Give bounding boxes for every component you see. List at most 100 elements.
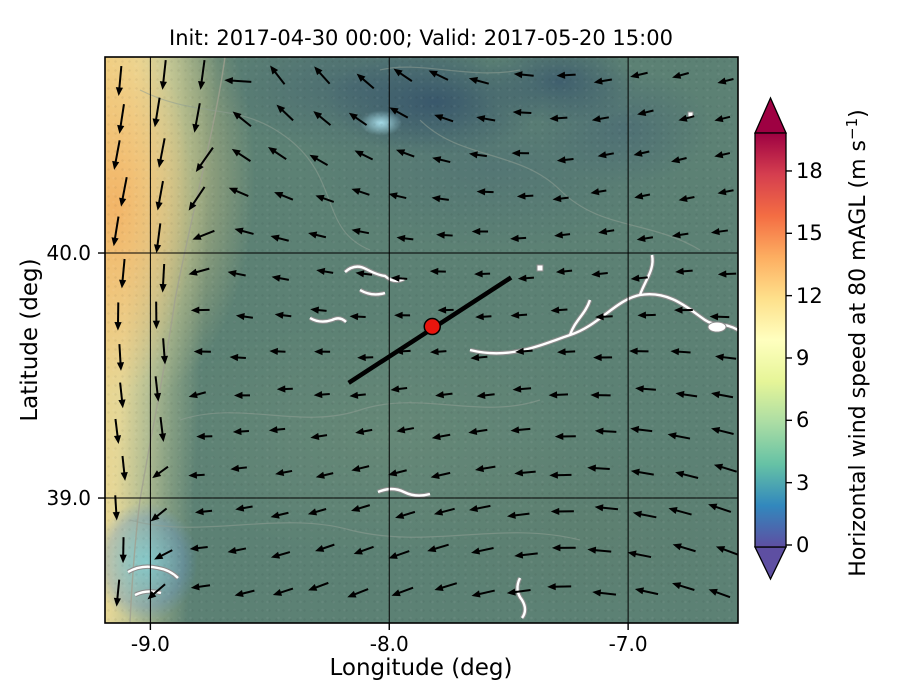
wind-arrow (235, 313, 254, 321)
wind-arrow (390, 385, 408, 393)
wind-arrow (550, 507, 574, 516)
wind-arrow (512, 385, 532, 393)
colorbar-label-superscript: −1 (842, 117, 861, 140)
wind-arrow (152, 97, 161, 128)
wind-arrow (119, 537, 127, 564)
wind-arrow (514, 551, 538, 559)
wind-arrow (431, 433, 451, 441)
wind-arrow (230, 464, 247, 472)
wind-arrow (393, 68, 413, 82)
wind-arrow (476, 188, 494, 196)
wind-arrow (471, 546, 494, 555)
plot-frame (104, 56, 739, 624)
wind-arrow (511, 149, 530, 157)
wind-arrow (476, 391, 495, 399)
colorbar-label-close: ) (846, 109, 872, 118)
wind-arrow (195, 147, 214, 172)
wind-arrow (675, 390, 698, 399)
wind-arrow (598, 227, 615, 235)
wind-arrow (434, 582, 458, 591)
wind-arrow (112, 140, 121, 170)
river (516, 577, 527, 619)
wind-arrow (116, 344, 125, 371)
wind-arrow (714, 151, 731, 159)
y-tick-label: 39.0 (46, 486, 91, 511)
wind-arrow (634, 587, 659, 596)
wind-arrow (356, 73, 375, 90)
wind-arrow (355, 427, 373, 435)
wind-arrow (234, 589, 255, 598)
wind-arrow (637, 311, 656, 319)
wind-arrow (471, 589, 495, 598)
wind-arrow (315, 543, 335, 552)
wind-arrow (198, 60, 206, 90)
wind-arrow (468, 151, 488, 159)
wind-arrow (428, 70, 449, 81)
wind-arrow (270, 511, 289, 519)
river (127, 565, 179, 579)
wind-arrow (313, 111, 332, 126)
wind-arrow (633, 149, 650, 157)
wind-arrow (556, 71, 576, 79)
wind-arrow (395, 510, 416, 519)
colorbar-tick-label: 0 (796, 533, 810, 557)
x-tick-label: -7.0 (608, 632, 648, 656)
wind-arrow (152, 301, 160, 330)
wind-arrow (229, 353, 246, 362)
wind-arrow (714, 115, 731, 123)
wind-arrow (549, 114, 568, 122)
wind-arrow (711, 391, 734, 399)
colorbar-tick-label: 18 (796, 158, 823, 183)
wind-arrow (429, 267, 446, 276)
small-water-patches (536, 111, 727, 333)
wind-arrow (154, 549, 173, 560)
wind-arrow (513, 71, 534, 79)
colorbar-tick-label: 9 (796, 345, 810, 370)
wind-arrow (435, 391, 453, 399)
wind-arrow (709, 313, 730, 321)
wind-arrow (510, 311, 528, 319)
wind-arrow (268, 426, 286, 434)
wind-arrow (307, 508, 327, 516)
river (638, 254, 654, 296)
wind-arrow (555, 267, 573, 275)
wind-arrow (708, 588, 731, 599)
site-marker (423, 317, 441, 336)
gridlines (98, 57, 738, 630)
wind-arrow (227, 546, 247, 555)
wind-arrow (117, 104, 125, 134)
wind-arrow (710, 228, 728, 236)
wind-arrow (194, 508, 213, 516)
plot-title: Init: 2017-04-30 00:00; Valid: 2017-05-2… (169, 26, 673, 50)
wind-arrow (269, 347, 286, 356)
wind-arrow (316, 267, 334, 276)
wind-arrow (227, 270, 246, 278)
wind-arrow (114, 302, 122, 331)
wind-arrow (354, 150, 374, 161)
wind-arrow (516, 192, 534, 200)
wind-arrow (115, 65, 123, 96)
wind-arrow (630, 71, 648, 79)
wind-arrow (471, 227, 489, 236)
wind-arrow (552, 194, 569, 203)
wind-arrow (711, 426, 734, 435)
river (469, 293, 739, 355)
wind-arrow (671, 231, 689, 239)
wind-arrow (308, 581, 329, 591)
wind-arrow (234, 227, 254, 235)
wind-arrow (112, 495, 120, 521)
wind-arrow (159, 263, 167, 293)
wind-arrow (468, 77, 490, 85)
colorbar (753, 96, 792, 581)
wind-arrow (190, 306, 210, 314)
wind-arrow (590, 391, 611, 399)
wind-arrow (594, 427, 617, 435)
wind-arrow (672, 582, 695, 591)
wind-arrow (276, 104, 294, 122)
wind-arrow (349, 391, 366, 399)
wind-arrow (636, 234, 654, 243)
contour-lines (129, 56, 701, 624)
wind-arrow (678, 194, 695, 203)
wind-arrow (556, 156, 574, 164)
